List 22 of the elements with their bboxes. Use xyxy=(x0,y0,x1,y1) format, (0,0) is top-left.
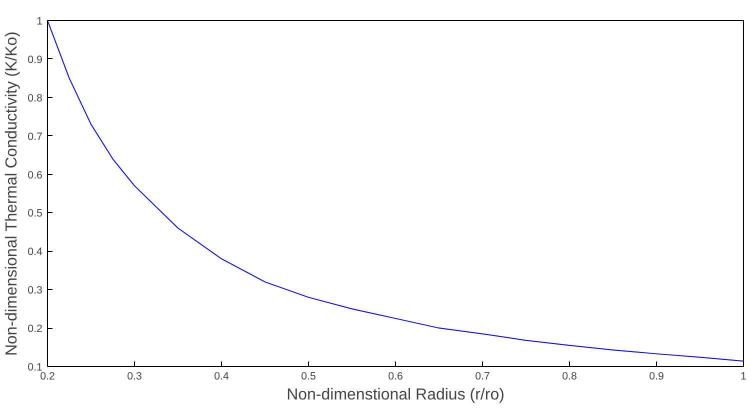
x-tick-label: 0.7 xyxy=(475,370,490,382)
y-tick-label: 0.5 xyxy=(28,208,43,220)
x-tick-label: 0.4 xyxy=(214,370,229,382)
y-tick-label: 0.8 xyxy=(28,92,43,104)
x-tick-label: 0.8 xyxy=(562,370,577,382)
y-tick-label: 0.3 xyxy=(28,284,43,297)
y-tick-label: 0.9 xyxy=(28,54,43,66)
y-axis-title: Non-dimensional Thermal Conductivity (K/Ko) xyxy=(4,32,21,356)
x-axis-title: Non-dimenstional Radius (r/ro) xyxy=(286,386,504,404)
y-tick-label: 0.1 xyxy=(28,362,43,374)
x-tick-label: 0.6 xyxy=(388,370,403,382)
x-tick-label: 0.5 xyxy=(301,370,316,382)
y-tick-label: 0.6 xyxy=(28,169,43,182)
x-tick-label: 1 xyxy=(740,370,747,382)
x-tick-label: 0.3 xyxy=(127,370,142,382)
line-series xyxy=(48,20,744,362)
y-tick-label: 0.4 xyxy=(28,246,43,258)
y-tick-label: 0.7 xyxy=(28,130,43,143)
x-tick-label: 0.2 xyxy=(40,370,55,382)
y-tick-label: 1 xyxy=(36,16,43,28)
x-tick-label: 0.9 xyxy=(649,370,664,382)
y-tick-label: 0.2 xyxy=(28,323,43,336)
